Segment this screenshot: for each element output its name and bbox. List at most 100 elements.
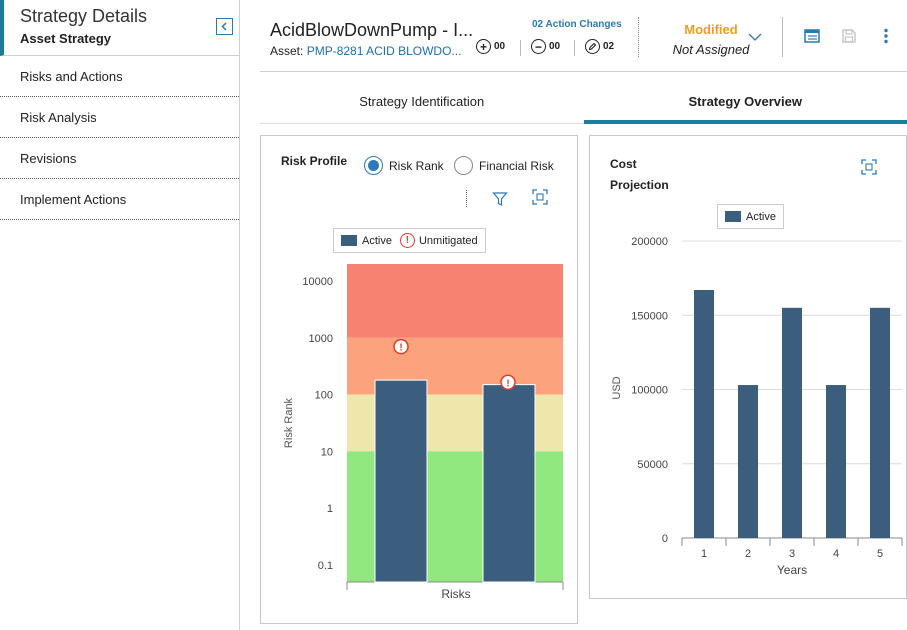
strategy-title: AcidBlowDownPump - I... [270, 20, 474, 40]
sidebar-item-risk-analysis[interactable]: Risk Analysis [0, 97, 239, 138]
legend-item-unmitigated[interactable]: ! Unmitigated [399, 233, 478, 248]
cost-projection-title-line1: Cost [610, 157, 637, 171]
risk-bar [482, 384, 536, 583]
sidebar-subtitle: Asset Strategy [20, 31, 112, 46]
cost-projection-title-line2: Projection [610, 178, 669, 192]
radio-financial-risk-label: Financial Risk [479, 158, 554, 173]
y-tick-label: 10000 [302, 276, 333, 288]
y-tick-label: 1000 [309, 333, 333, 345]
legend-active-label: Active [746, 210, 776, 223]
risk-rank-chart: Risk Rank Risks 10000 1000 100 10 1 0.1!! [283, 264, 564, 601]
cost-bar [694, 290, 714, 538]
cost-bar [826, 385, 846, 538]
radio-selected-icon [364, 156, 383, 175]
risk-profile-panel: Risk Profile Risk Rank Financial Risk Ac… [260, 135, 578, 624]
x-tick-label: 3 [789, 548, 795, 560]
sidebar-item-risks-and-actions[interactable]: Risks and Actions [0, 56, 239, 97]
y-tick-label: 0 [662, 533, 668, 545]
plus-circle-icon: + [476, 39, 491, 54]
radio-risk-rank-label: Risk Rank [389, 158, 444, 173]
radio-risk-rank[interactable]: Risk Rank [364, 156, 444, 175]
save-icon[interactable] [839, 26, 859, 46]
strategy-header: AcidBlowDownPump - I... Asset: PMP-8281 … [260, 0, 907, 72]
x-axis-label: Years [777, 563, 807, 577]
y-tick-label: 150000 [631, 310, 668, 322]
legend-item-active[interactable]: Active [341, 235, 392, 247]
legend-swatch [341, 235, 357, 246]
chevron-left-icon [221, 22, 227, 31]
pencil-circle-icon [585, 39, 600, 54]
asset-line: Asset: PMP-8281 ACID BLOWDO... [270, 44, 461, 58]
cost-bar [738, 385, 758, 538]
cost-bar [782, 307, 802, 538]
divider [782, 17, 783, 57]
removed-actions-counter: − 00 [531, 39, 560, 54]
sidebar-item-implement-actions[interactable]: Implement Actions [0, 179, 239, 220]
cost-projection-panel: Cost Projection Active USD Years 200000 1… [589, 135, 907, 599]
cost-bar [870, 307, 890, 538]
tab-strategy-identification[interactable]: Strategy Identification [260, 80, 584, 124]
divider [574, 40, 575, 56]
unmitigated-marker-glyph: ! [506, 378, 509, 389]
action-changes-link[interactable]: 02 Action Changes [532, 19, 622, 30]
x-tick-label: 2 [745, 548, 751, 560]
cost-projection-title: Cost Projection [610, 154, 669, 196]
sidebar-item-revisions[interactable]: Revisions [0, 138, 239, 179]
y-tick-label: 200000 [631, 236, 668, 248]
expand-icon[interactable] [531, 188, 549, 206]
y-tick-label: 100 [315, 390, 333, 402]
edited-count: 02 [603, 41, 615, 52]
y-tick-label: 1 [327, 503, 333, 515]
sidebar-title: Strategy Details [20, 6, 148, 26]
more-options-icon[interactable] [876, 26, 896, 46]
radio-financial-risk[interactable]: Financial Risk [454, 156, 554, 175]
state-label: Modified [684, 22, 738, 37]
x-axis-label: Risks [441, 587, 470, 601]
tab-strategy-overview[interactable]: Strategy Overview [583, 80, 907, 124]
divider [638, 17, 639, 57]
table-view-icon[interactable] [802, 26, 822, 46]
unmitigated-icon: ! [399, 233, 415, 248]
assigned-label: Not Assigned [672, 42, 750, 57]
asset-link[interactable]: PMP-8281 ACID BLOWDO... [306, 44, 462, 58]
filter-icon[interactable] [491, 190, 509, 208]
y-tick-label: 10 [321, 446, 333, 458]
edited-actions-counter: 02 [585, 39, 614, 54]
risk-bar [374, 379, 428, 583]
tab-bar: Strategy Identification Strategy Overvie… [260, 80, 907, 124]
y-axis-label: Risk Rank [283, 397, 295, 448]
unmitigated-marker [393, 338, 409, 355]
pencil-icon [588, 42, 597, 51]
y-tick-label: 50000 [637, 459, 668, 471]
sidebar: Strategy Details Asset Strategy Risks an… [0, 0, 240, 630]
sidebar-header: Strategy Details Asset Strategy [0, 0, 239, 56]
x-tick-label: 4 [833, 548, 839, 560]
divider [466, 190, 467, 207]
cost-projection-legend: Active [717, 204, 784, 229]
risk-band [347, 264, 563, 338]
divider [520, 40, 521, 56]
radio-unselected-icon [454, 156, 473, 175]
unmitigated-marker-glyph: ! [399, 343, 402, 354]
collapse-sidebar-button[interactable] [216, 18, 233, 35]
y-tick-label: 100000 [631, 385, 668, 397]
y-axis-label: USD [611, 376, 623, 399]
minus-circle-icon: − [531, 39, 546, 54]
added-actions-counter: + 00 [476, 39, 505, 54]
expand-icon[interactable] [860, 158, 878, 176]
x-tick-label: 5 [877, 548, 883, 560]
legend-active-label: Active [362, 234, 392, 247]
legend-swatch [725, 211, 741, 222]
legend-item-active[interactable]: Active [725, 211, 776, 223]
risk-profile-legend: Active ! Unmitigated [333, 228, 486, 253]
asset-prefix: Asset: [270, 44, 304, 58]
state-dropdown[interactable]: Modified Not Assigned [656, 22, 766, 57]
legend-unmitigated-label: Unmitigated [418, 234, 478, 247]
unmitigated-marker [500, 374, 516, 391]
added-count: 00 [494, 41, 506, 52]
chevron-down-icon[interactable] [748, 32, 762, 42]
y-tick-label: 0.1 [318, 560, 333, 572]
x-tick-label: 1 [701, 548, 707, 560]
risk-profile-title: Risk Profile [281, 154, 348, 168]
removed-count: 00 [549, 41, 561, 52]
